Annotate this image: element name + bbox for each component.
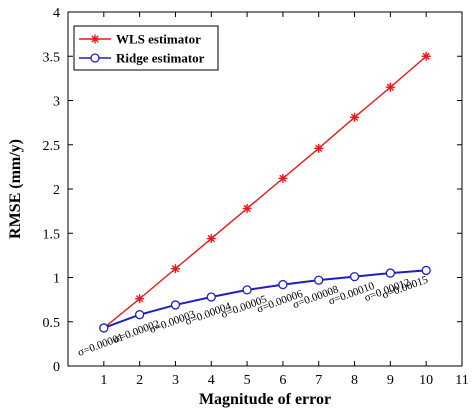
x-tick-label: 3 (172, 373, 179, 388)
x-axis-label: Magnitude of error (199, 391, 331, 408)
asterisk-stroke (350, 113, 359, 121)
series-line-ridge (103, 269, 427, 329)
ridge-point (134, 310, 145, 320)
ridge-point (314, 275, 324, 285)
ridge-point (206, 292, 216, 302)
y-tick-label: 2.5 (43, 139, 61, 154)
y-tick-label: 3.5 (43, 50, 61, 65)
x-tick-label: 1 (100, 373, 107, 388)
annotations-layer: σ=0.00001σ=0.00002σ=0.00003σ=0.00004σ=0.… (76, 274, 430, 359)
wls-point (170, 264, 180, 274)
legend-asterisk-marker (90, 34, 100, 44)
x-tick-label: 6 (279, 373, 286, 388)
wls-point (314, 143, 324, 153)
ridge-point (349, 271, 360, 282)
ridge-point (421, 265, 431, 276)
wls-point (206, 234, 216, 244)
x-tick-label: 8 (351, 373, 358, 388)
legend-label: Ridge estimator (116, 51, 205, 66)
y-tick-label: 1.5 (43, 227, 61, 242)
asterisk-stroke (386, 83, 395, 91)
wls-point (385, 82, 395, 92)
asterisk-stroke (243, 204, 251, 213)
legend-box (73, 25, 219, 71)
y-tick-label: 2 (53, 183, 60, 198)
asterisk-stroke (279, 174, 287, 183)
asterisk-stroke (135, 295, 144, 303)
asterisk-stroke (207, 234, 215, 243)
ridge-point (242, 285, 252, 295)
x-tick-label: 10 (419, 373, 433, 388)
asterisk-stroke (171, 264, 180, 273)
x-tick-label: 5 (244, 373, 251, 388)
legend: WLS estimator Ridge estimator (73, 25, 219, 71)
series-layer (99, 51, 431, 333)
y-axis-label: RMSE (mm/y) (7, 139, 24, 239)
wls-point (350, 112, 360, 122)
asterisk-stroke (315, 144, 323, 152)
ridge-point (170, 300, 181, 310)
y-tick-label: 4 (53, 6, 60, 21)
x-tick-label: 2 (136, 373, 143, 388)
axes: 1 2 3 4 5 6 7 8 9 10 11 0 0.5 1 1.5 2 2.5 3 3.5 4 (43, 6, 469, 388)
x-tick-label: 11 (455, 373, 468, 388)
series-line-wls (103, 55, 427, 329)
y-tick-label: 3 (53, 95, 60, 110)
wls-point (421, 51, 431, 61)
y-tick-label: 0.5 (43, 316, 61, 331)
asterisk-stroke (422, 52, 430, 60)
legend-circle-marker (90, 53, 100, 63)
asterisk-stroke (91, 35, 99, 43)
x-tick-label: 7 (315, 373, 322, 388)
x-tick-label: 9 (387, 373, 394, 388)
ridge-point (385, 268, 396, 278)
y-tick-label: 1 (53, 272, 60, 287)
wls-point (242, 203, 252, 213)
ridge-point (99, 323, 109, 333)
wls-point (135, 294, 145, 304)
y-tick-label: 0 (53, 360, 60, 375)
x-tick-label: 4 (208, 373, 215, 388)
ridge-point (278, 279, 288, 290)
legend-label: WLS estimator (116, 32, 201, 47)
wls-point (278, 173, 288, 183)
